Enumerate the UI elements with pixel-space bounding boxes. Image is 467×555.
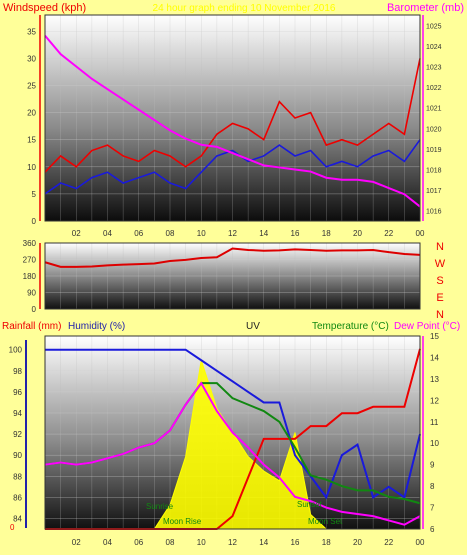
x-tick-label: 10 <box>197 538 206 547</box>
x-tick-label: 04 <box>103 538 112 547</box>
barometer-line <box>44 34 421 208</box>
y-tick-label-left: 86 <box>13 493 22 502</box>
y-tick-label-left: 25 <box>27 81 36 90</box>
x-tick-label: 06 <box>134 538 143 547</box>
dewpoint-axis-title: Dew Point (°C) <box>394 321 460 332</box>
wind-barometer-panel: 0 5 10 15 20 25 30 35 1016 1017 1018 1019 1020 1021 1… <box>27 14 442 226</box>
y-tick-label-right: 14 <box>430 353 439 362</box>
y-tick-label-left: 30 <box>27 54 36 63</box>
compass-label: N <box>436 309 444 321</box>
y-tick-label-right: 1021 <box>426 106 442 113</box>
y-tick-label-left: 5 <box>32 190 37 199</box>
average-wind-line <box>44 139 421 195</box>
x-tick-label: 00 <box>416 229 425 238</box>
y-tick-label-left: 88 <box>13 472 22 481</box>
panel-border <box>44 335 421 530</box>
x-tick-label: 06 <box>134 229 143 238</box>
annotation-label: Moon Set <box>308 517 343 526</box>
y-tick-label-left: 20 <box>27 109 36 118</box>
y-tick-label-right: 1025 <box>426 23 442 30</box>
windspeed-line <box>44 58 421 173</box>
y-tick-label-left: 270 <box>23 256 37 265</box>
compass-label: S <box>436 275 443 287</box>
x-tick-label: 14 <box>259 229 268 238</box>
temperature-axis-title: Temperature (°C) <box>312 321 389 332</box>
chart-title: 24 hour graph ending 10 November 2016 <box>153 3 336 14</box>
y-tick-label-left: 98 <box>13 367 22 376</box>
y-tick-label-right: 1019 <box>426 147 442 154</box>
y-tick-label-right: 8 <box>430 482 435 491</box>
annotation-label: Sunset <box>297 500 323 509</box>
y-tick-label-right: 1023 <box>426 65 442 72</box>
y-tick-label-left: 90 <box>27 289 36 298</box>
y-tick-label-left: 90 <box>13 451 22 460</box>
humidity-axis-title: Humidity (%) <box>68 321 125 332</box>
x-tick-label: 20 <box>353 229 362 238</box>
y-tick-label-right: 15 <box>430 332 439 341</box>
y-tick-label-right: 1017 <box>426 188 442 195</box>
y-tick-label-right: 1016 <box>426 209 442 216</box>
rain-zero-label: 0 <box>10 523 15 532</box>
x-tick-label: 14 <box>259 538 268 547</box>
compass-label: N <box>436 241 444 253</box>
y-tick-label-right: 1024 <box>426 44 442 51</box>
y-tick-label-left: 360 <box>23 239 37 248</box>
compass-label: E <box>436 292 443 304</box>
x-tick-label: 04 <box>103 229 112 238</box>
uv-axis-title: UV <box>246 321 260 332</box>
y-tick-label-left: 0 <box>32 217 37 226</box>
x-tick-label: 08 <box>166 538 175 547</box>
y-tick-label-left: 84 <box>13 514 22 523</box>
y-tick-label-left: 96 <box>13 388 22 397</box>
x-tick-label: 12 <box>228 538 237 547</box>
annotation-label: Moon Rise <box>163 517 202 526</box>
y-tick-label-right: 11 <box>430 418 439 427</box>
x-tick-label: 12 <box>228 229 237 238</box>
annotation-label: Sunrise <box>146 502 174 511</box>
y-tick-label-right: 12 <box>430 396 439 405</box>
y-tick-label-right: 7 <box>430 504 435 513</box>
rainfall-axis-title: Rainfall (mm) <box>2 321 61 332</box>
compass-label: W <box>435 258 446 270</box>
wind-direction-line <box>44 247 421 268</box>
y-tick-label-left: 180 <box>23 272 37 281</box>
panel-border <box>44 14 421 222</box>
x-tick-label: 22 <box>384 229 393 238</box>
rain-humidity-uv-temp-panel: 84 86 88 90 92 94 96 98 100 0 6 7 8 9 10 11 12 13 14 15 Su… <box>9 332 440 534</box>
y-tick-label-right: 1020 <box>426 126 442 133</box>
barometer-axis-title: Barometer (mb) <box>387 2 464 14</box>
y-tick-label-right: 1018 <box>426 168 442 175</box>
humidity-line <box>45 348 421 500</box>
y-tick-label-right: 1022 <box>426 85 442 92</box>
windspeed-axis-title: Windspeed (kph) <box>3 2 86 14</box>
y-tick-label-right: 13 <box>430 375 439 384</box>
y-tick-label-left: 15 <box>27 136 36 145</box>
x-tick-label: 02 <box>72 538 81 547</box>
y-tick-label-left: 100 <box>9 346 23 355</box>
x-tick-label: 02 <box>72 229 81 238</box>
y-tick-label-left: 94 <box>13 409 22 418</box>
x-tick-label: 16 <box>291 538 300 547</box>
x-tick-label: 18 <box>322 229 331 238</box>
y-tick-label-right: 9 <box>430 461 435 470</box>
x-tick-label: 00 <box>416 538 425 547</box>
x-tick-label: 18 <box>322 538 331 547</box>
x-tick-label: 20 <box>353 538 362 547</box>
y-tick-label-right: 6 <box>430 525 435 534</box>
x-tick-label: 10 <box>197 229 206 238</box>
y-tick-label-left: 10 <box>27 163 36 172</box>
x-tick-label: 08 <box>166 229 175 238</box>
x-tick-label: 16 <box>291 229 300 238</box>
y-tick-label-left: 35 <box>27 27 36 36</box>
x-tick-label: 22 <box>384 538 393 547</box>
y-tick-label-right: 10 <box>430 439 439 448</box>
dewpoint-line <box>44 381 421 526</box>
y-tick-label-left: 92 <box>13 430 22 439</box>
y-tick-label-left: 0 <box>32 305 37 314</box>
panel-border <box>44 242 421 310</box>
